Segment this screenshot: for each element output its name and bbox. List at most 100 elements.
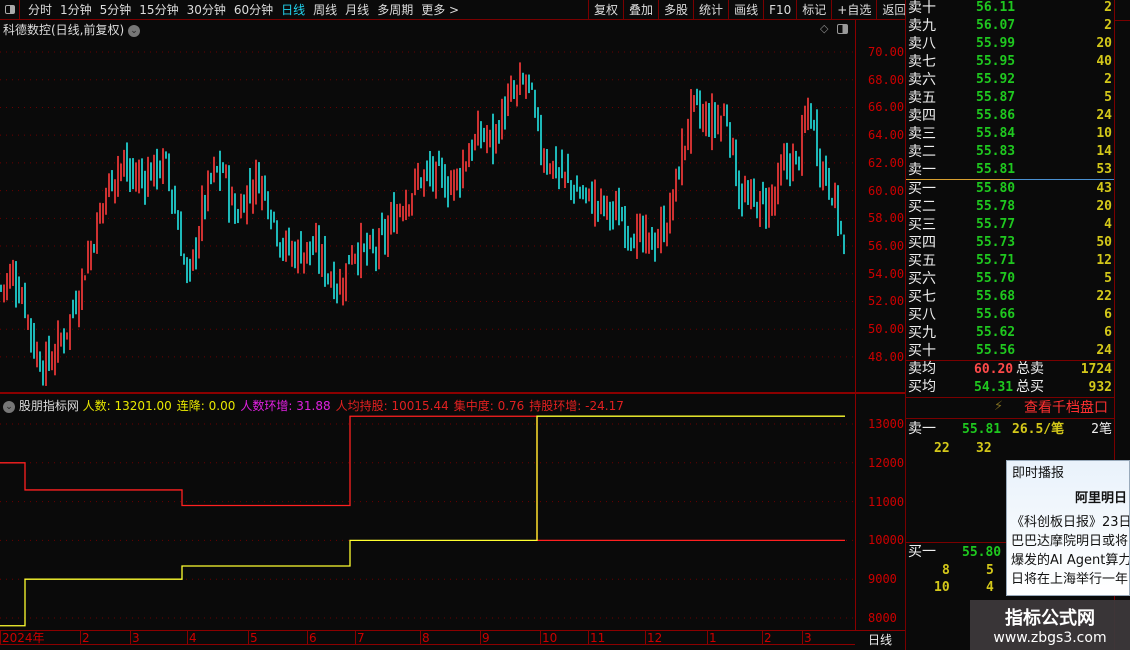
period-tab-0[interactable]: 分时 [28, 3, 53, 17]
volume: 5 [1104, 90, 1112, 105]
buy-level[interactable]: 买四 55.73 50 [908, 234, 1114, 252]
period-tab-2[interactable]: 5分钟 [99, 3, 132, 17]
period-tab-5[interactable]: 60分钟 [233, 3, 274, 17]
buy-level[interactable]: 买三 55.77 4 [908, 216, 1114, 234]
level-label: 卖八 [908, 36, 936, 52]
indicator-chart[interactable] [0, 413, 855, 630]
x-tick-label: 7 [355, 631, 365, 645]
sell-level[interactable]: 卖五 55.87 5 [908, 89, 1114, 107]
sell-level[interactable]: 卖一 55.81 53 [908, 161, 1114, 179]
buy-level[interactable]: 买一 55.80 43 [908, 180, 1114, 198]
buy-level[interactable]: 买十 55.56 24 [908, 342, 1114, 360]
order-book: 卖十 56.11 2 卖九 56.07 2 卖八 55.99 20 卖七 55.95 40 卖六 55.9… [905, 0, 1115, 650]
news-popup[interactable]: 即时播报 阿里明日 《科创板日报》23日 巴巴达摩院明日或将 爆发的AI Agent… [1006, 460, 1130, 596]
queue-qty: 32 [976, 441, 992, 456]
period-tab-6[interactable]: 日线 [281, 3, 306, 17]
divider [0, 392, 905, 394]
x-tick-label: 4 [187, 631, 197, 645]
panel-toggle-button[interactable] [0, 0, 20, 20]
volume: 53 [1096, 162, 1112, 177]
divider [906, 397, 1114, 398]
chevron-down-icon[interactable]: ⌄ [128, 24, 141, 37]
lightning-icon: ⚡ [994, 399, 1004, 414]
indicator-y-tick: 9000 [868, 572, 897, 587]
x-tick-label: 8 [420, 631, 430, 645]
x-tick-label: 2024年 [0, 631, 45, 645]
toolbar-button-3[interactable]: 统计 [693, 0, 728, 20]
sell-level[interactable]: 卖九 56.07 2 [908, 17, 1114, 35]
period-tab-10[interactable]: 更多 > [421, 3, 460, 17]
toolbar-button-8[interactable]: 返回 [876, 0, 911, 20]
toolbar-button-1[interactable]: 叠加 [623, 0, 658, 20]
level-label: 买十 [908, 343, 936, 359]
buy-level[interactable]: 买五 55.71 12 [908, 252, 1114, 270]
red-line [0, 415, 845, 542]
level-label: 买九 [908, 325, 936, 341]
toolbar-button-7[interactable]: +自选 [831, 0, 876, 20]
chevron-down-icon[interactable]: ⌄ [3, 400, 15, 413]
toolbar-button-0[interactable]: 复权 [588, 0, 623, 20]
x-tick-label: 2 [762, 631, 772, 645]
toolbar-button-4[interactable]: 画线 [728, 0, 763, 20]
news-line: 巴巴达摩院明日或将 [1011, 534, 1129, 549]
indicator-value: 人数环增: 31.88 [240, 399, 331, 413]
chart-title[interactable]: 科德数控(日线,前复权) ⌄ [3, 21, 141, 38]
buy-level[interactable]: 买七 55.68 22 [908, 288, 1114, 306]
indicator-name[interactable]: 股朋指标网 [18, 399, 79, 413]
x-axis: 2024年 2 3 4 5 6 7 8 9 10 11 12 1 2 3 [0, 630, 855, 645]
indicator-y-tick: 13000 [868, 417, 905, 431]
sell-level[interactable]: 卖十 56.11 2 [908, 0, 1114, 17]
toolbar-button-5[interactable]: F10 [763, 0, 796, 20]
indicator-value: 人均持股: 10015.44 [335, 399, 449, 413]
level-label: 买七 [908, 289, 936, 305]
candlestick-chart[interactable] [0, 20, 855, 392]
period-tab-7[interactable]: 周线 [313, 3, 338, 17]
queue-qty: 10 [934, 580, 950, 595]
period-tab-3[interactable]: 15分钟 [139, 3, 179, 17]
buy-level[interactable]: 买六 55.70 5 [908, 270, 1114, 288]
period-toolbar: 分时 1分钟 5分钟 15分钟 30分钟 60分钟 日线 周线 月线 多周期 更多 > 复权 叠加 多股… [0, 0, 906, 20]
indicator-y-tick: 12000 [868, 455, 905, 470]
price: 56.07 [976, 18, 1016, 33]
period-tab-9[interactable]: 多周期 [377, 3, 414, 17]
bid-ask-separator [906, 179, 1114, 180]
buy-avg-label: 买均 [908, 379, 936, 395]
y-tick-label: 68.00 [868, 72, 905, 87]
price: 55.80 [976, 181, 1016, 196]
depth-link[interactable]: 查看千档盘口 [1024, 400, 1108, 416]
buy-level[interactable]: 买九 55.62 6 [908, 324, 1114, 342]
price: 55.77 [976, 217, 1016, 232]
y-tick-label: 66.00 [868, 100, 905, 115]
toolbar-button-6[interactable]: 标记 [796, 0, 831, 20]
total-sell: 1724 [1080, 362, 1112, 377]
buy-level[interactable]: 买二 55.78 20 [908, 198, 1114, 216]
price: 55.66 [976, 307, 1016, 322]
y-tick-label: 54.00 [868, 266, 905, 281]
period-tab-4[interactable]: 30分钟 [186, 3, 226, 17]
period-tab-1[interactable]: 1分钟 [60, 3, 92, 17]
popup-title: 即时播报 [1012, 466, 1065, 481]
y-tick-label: 70.00 [868, 45, 905, 59]
sell-level[interactable]: 卖三 55.84 10 [908, 125, 1114, 143]
price: 55.92 [976, 72, 1016, 87]
period-tab-8[interactable]: 月线 [345, 3, 370, 17]
sell-level[interactable]: 卖二 55.83 14 [908, 143, 1114, 161]
x-tick-label: 1 [707, 631, 717, 645]
sell-level[interactable]: 卖八 55.99 20 [908, 35, 1114, 53]
sell-level[interactable]: 卖四 55.86 24 [908, 107, 1114, 125]
level-label: 买二 [908, 199, 936, 215]
volume: 22 [1096, 289, 1112, 304]
x-tick-label: 9 [480, 631, 490, 645]
toolbar-button-2[interactable]: 多股 [658, 0, 693, 20]
volume: 50 [1096, 235, 1112, 250]
buy-level[interactable]: 买八 55.66 6 [908, 306, 1114, 324]
buy-avg: 54.31 [974, 380, 1014, 395]
sell-level[interactable]: 卖六 55.92 2 [908, 71, 1114, 89]
sell-level[interactable]: 卖七 55.95 40 [908, 53, 1114, 71]
side-news-strip[interactable] [1115, 20, 1130, 380]
panel-icon[interactable] [837, 24, 848, 34]
volume: 40 [1096, 54, 1112, 69]
watermark: 指标公式网 www.zbgs3.com [970, 600, 1130, 650]
diamond-icon[interactable]: ◇ [820, 22, 829, 35]
volume: 12 [1096, 253, 1112, 268]
